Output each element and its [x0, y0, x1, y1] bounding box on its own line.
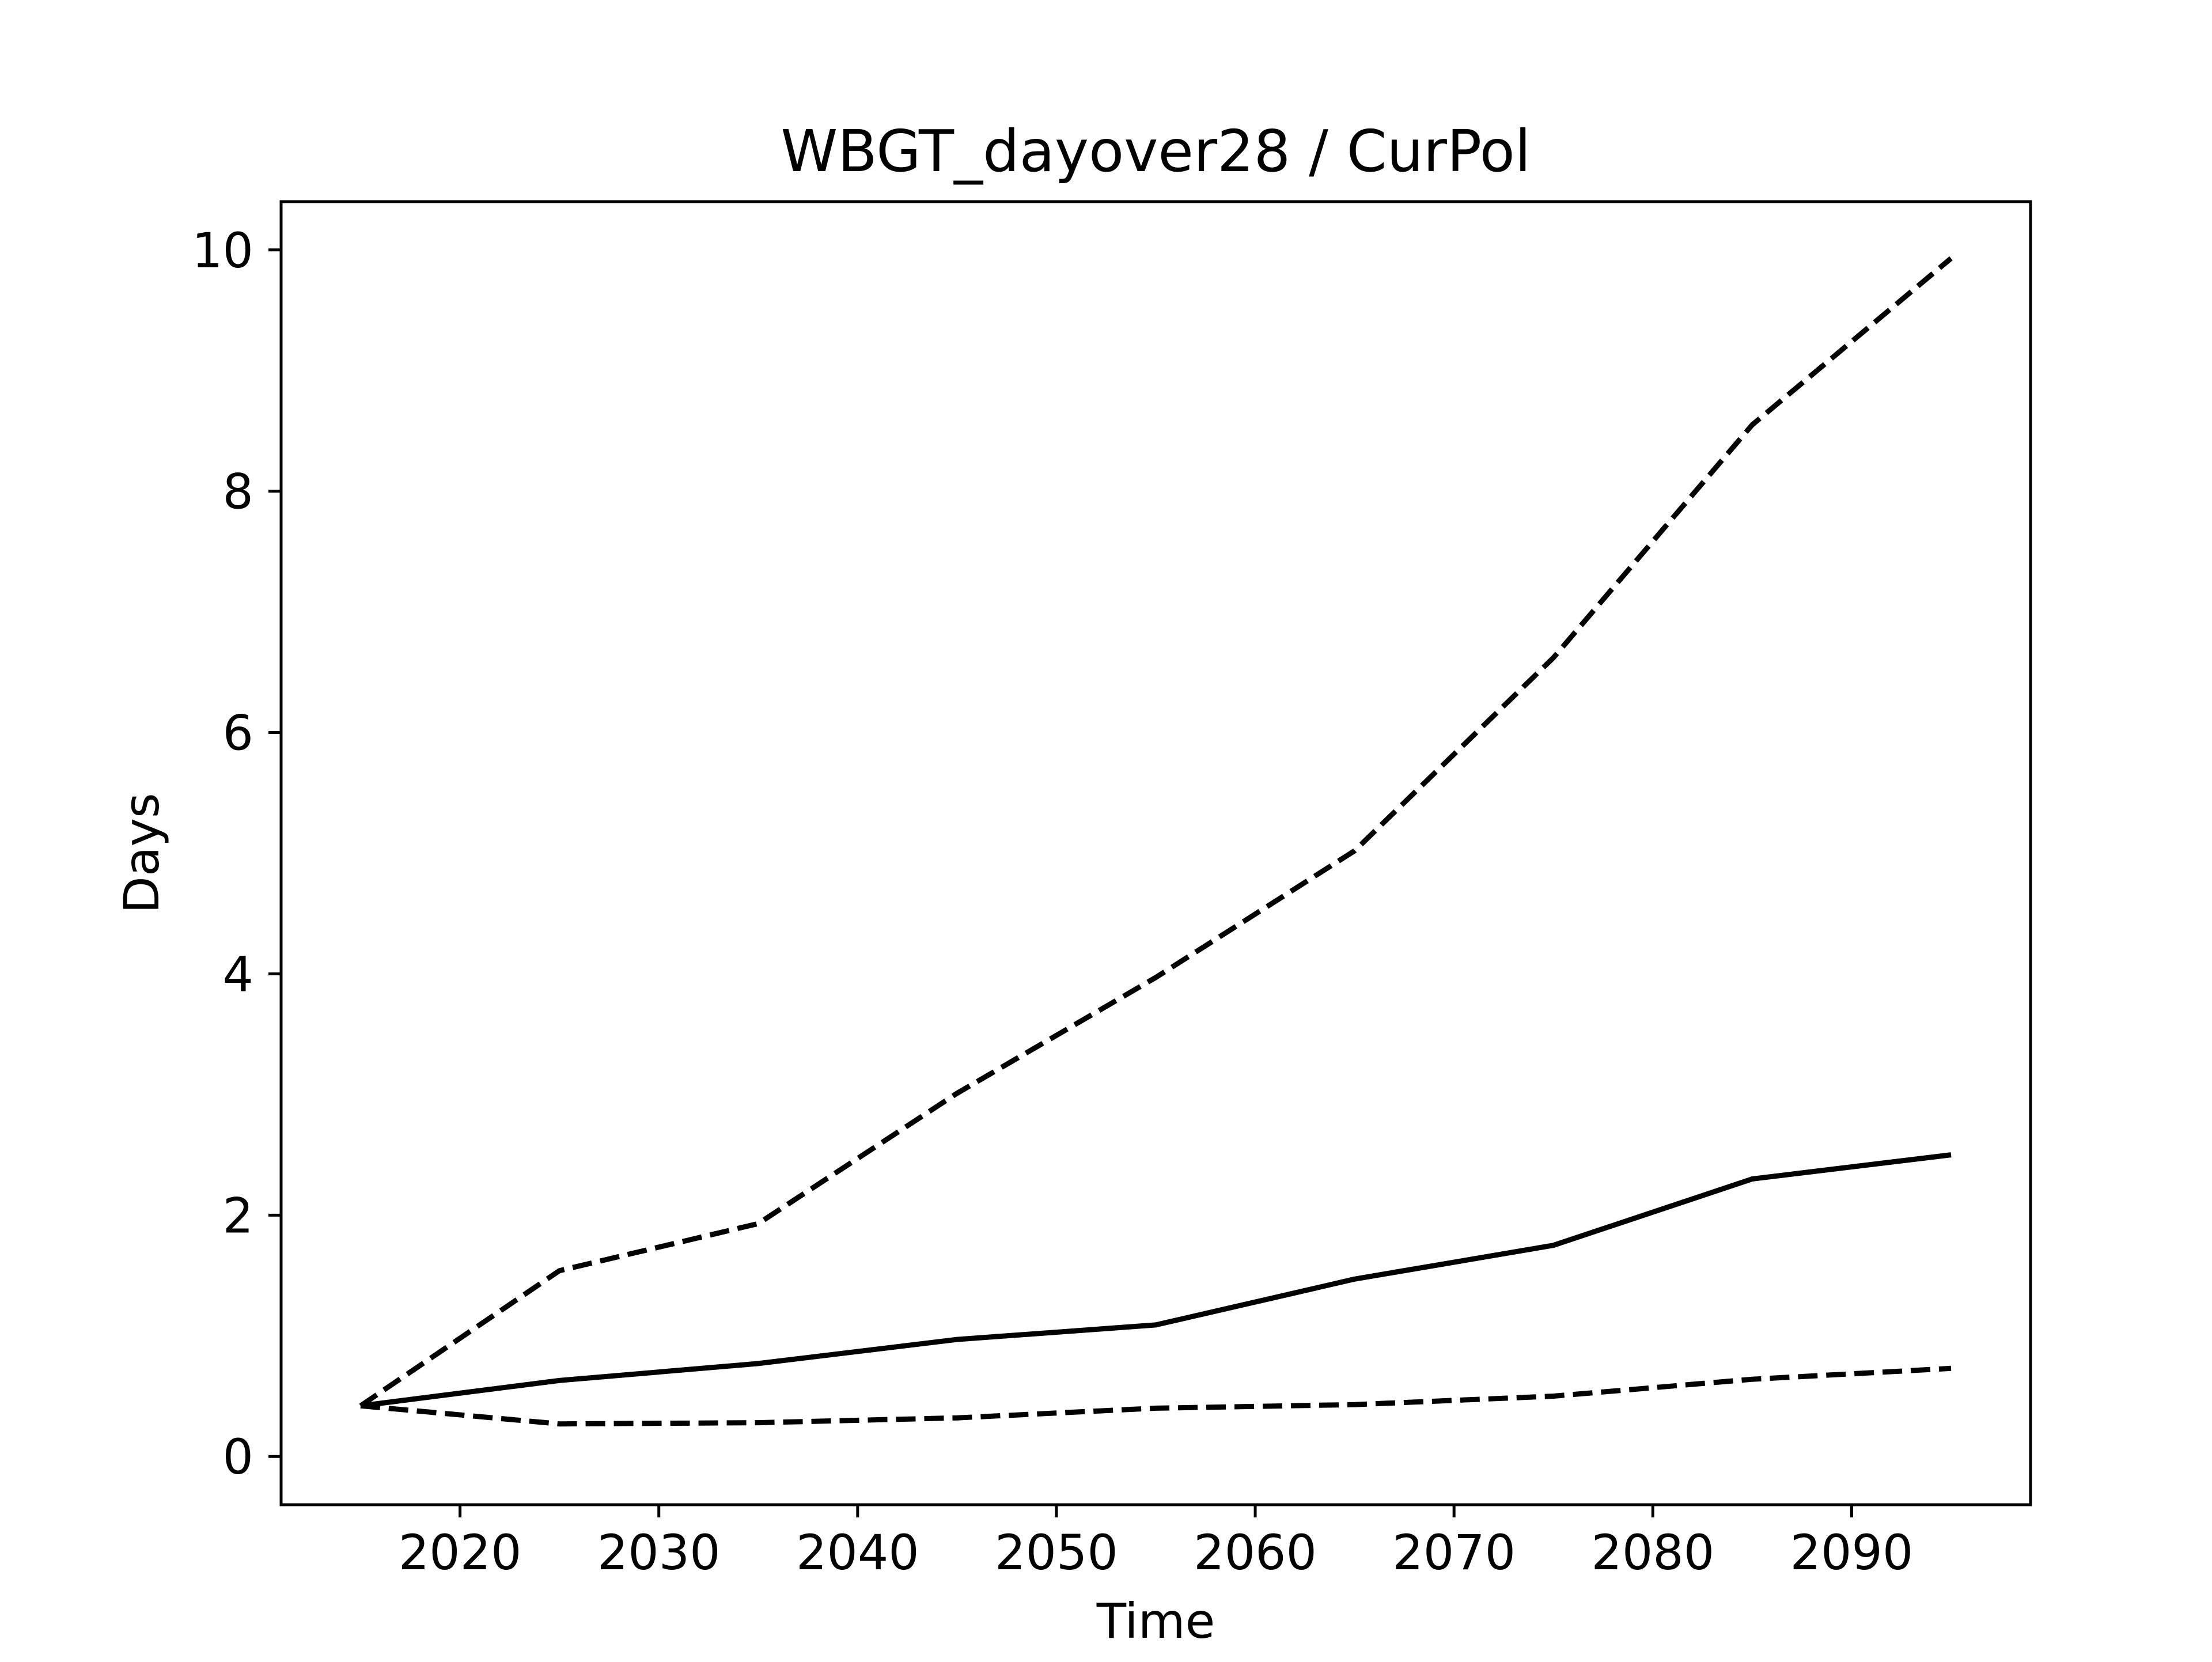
x-tick-label: 2070 [1392, 1524, 1516, 1581]
y-axis-label: Days [113, 793, 170, 914]
y-tick-label: 0 [223, 1429, 253, 1485]
x-axis-label: Time [1096, 1593, 1215, 1649]
x-tick-label: 2050 [995, 1524, 1118, 1581]
x-tick-label: 2020 [399, 1524, 522, 1581]
plot-area [279, 200, 2032, 1506]
y-tick-label: 10 [192, 222, 253, 279]
x-tick-label: 2030 [597, 1524, 721, 1581]
y-tick-label: 2 [223, 1187, 253, 1244]
chart-title: WBGT_dayover28 / CurPol [781, 118, 1531, 185]
y-tick-label: 4 [223, 946, 253, 1002]
y-tick-label: 8 [223, 464, 253, 520]
x-tick-label: 2060 [1194, 1524, 1317, 1581]
x-tick-label: 2040 [796, 1524, 919, 1581]
x-tick-label: 2080 [1591, 1524, 1714, 1581]
series-line-2 [360, 1152, 1952, 1409]
series-line-1 [359, 256, 1953, 1409]
axes-frame [279, 200, 2032, 1506]
x-axis-ticks: 2020 2030 2040 2050 2060 2070 2080 2090 [399, 1505, 1914, 1581]
series-layer [359, 256, 1953, 1427]
y-tick-label: 6 [223, 705, 253, 762]
x-tick-label: 2090 [1790, 1524, 1914, 1581]
series-line-3 [360, 1365, 1952, 1427]
y-axis-ticks: 0 2 4 6 8 10 [192, 222, 281, 1485]
